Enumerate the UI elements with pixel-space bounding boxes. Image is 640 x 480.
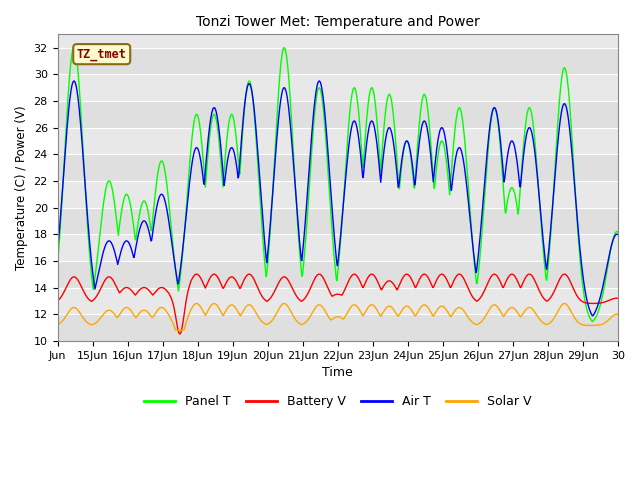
Bar	[58, 48, 618, 74]
Panel T	[81, 181, 89, 187]
Panel T	[385, 93, 392, 98]
Battery V	[176, 331, 184, 337]
Air T	[587, 309, 595, 315]
Air T	[589, 313, 596, 319]
Panel T	[158, 158, 166, 164]
Solar V	[157, 305, 165, 311]
Solar V	[54, 322, 61, 327]
Legend: Panel T, Battery V, Air T, Solar V: Panel T, Battery V, Air T, Solar V	[139, 390, 537, 413]
Panel T	[587, 316, 595, 322]
Air T	[287, 126, 294, 132]
Solar V	[614, 312, 622, 317]
Battery V	[385, 278, 393, 284]
Battery V	[193, 271, 200, 277]
Air T	[596, 296, 604, 301]
Air T	[385, 125, 392, 131]
Solar V	[596, 322, 604, 328]
Air T	[614, 232, 622, 238]
Bar	[58, 154, 618, 181]
Panel T	[588, 319, 596, 324]
Battery V	[157, 285, 165, 290]
Air T	[70, 78, 77, 84]
Panel T	[287, 104, 294, 109]
Y-axis label: Temperature (C) / Power (V): Temperature (C) / Power (V)	[15, 105, 28, 270]
Panel T	[596, 304, 604, 310]
Line: Solar V: Solar V	[58, 303, 618, 330]
Bar	[58, 207, 618, 234]
Line: Panel T: Panel T	[58, 48, 618, 322]
Solar V	[81, 317, 88, 323]
Panel T	[54, 261, 61, 267]
Air T	[54, 238, 61, 244]
Battery V	[614, 295, 622, 301]
Panel T	[70, 45, 77, 50]
Text: TZ_tmet: TZ_tmet	[77, 48, 127, 60]
Line: Battery V: Battery V	[58, 274, 618, 334]
X-axis label: Time: Time	[323, 366, 353, 379]
Solar V	[193, 300, 200, 306]
Bar	[58, 101, 618, 128]
Solar V	[172, 327, 179, 333]
Battery V	[81, 290, 88, 296]
Battery V	[54, 298, 61, 304]
Solar V	[588, 323, 595, 328]
Bar	[58, 261, 618, 288]
Battery V	[596, 300, 604, 306]
Air T	[158, 192, 166, 197]
Bar	[58, 314, 618, 341]
Battery V	[287, 283, 295, 289]
Panel T	[614, 229, 622, 235]
Solar V	[287, 310, 295, 315]
Air T	[81, 180, 89, 186]
Title: Tonzi Tower Met: Temperature and Power: Tonzi Tower Met: Temperature and Power	[196, 15, 479, 29]
Battery V	[588, 300, 595, 306]
Line: Air T: Air T	[58, 81, 618, 316]
Solar V	[385, 303, 393, 309]
